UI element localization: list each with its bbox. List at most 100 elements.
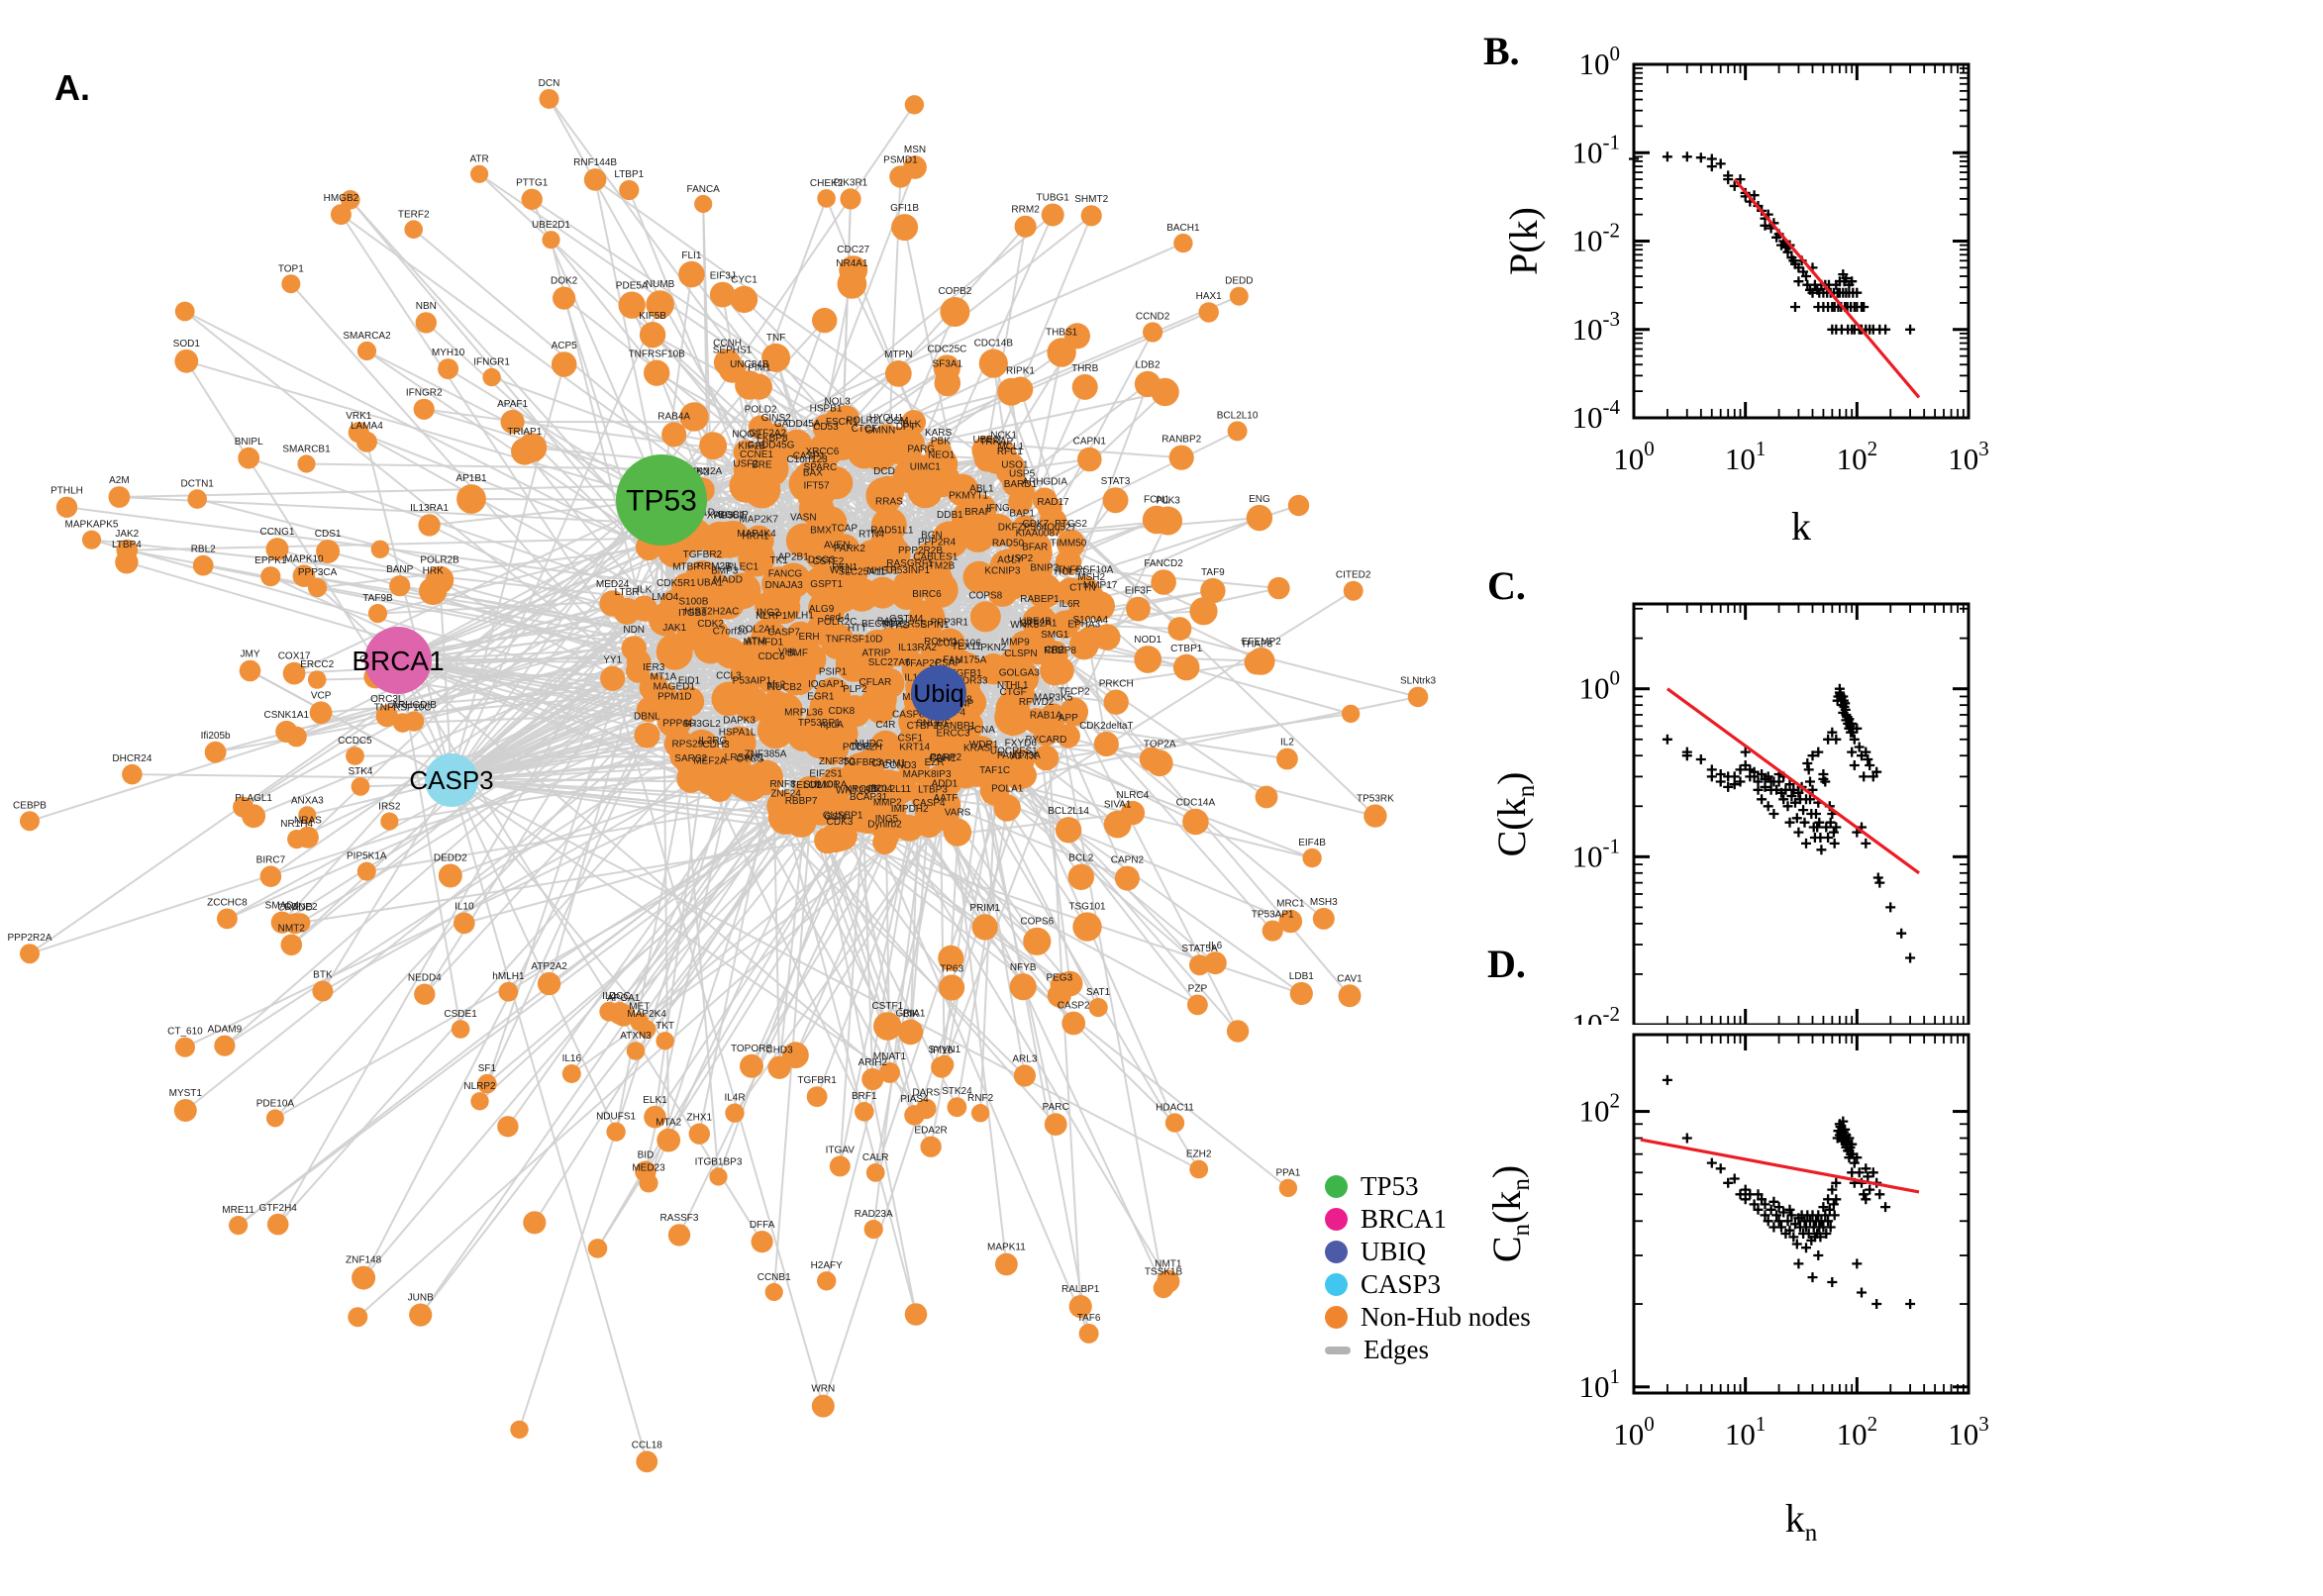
network-node[interactable] bbox=[935, 1054, 955, 1074]
network-node[interactable] bbox=[280, 934, 303, 956]
network-node[interactable] bbox=[671, 572, 702, 603]
network-node[interactable] bbox=[1040, 703, 1067, 731]
network-node[interactable] bbox=[281, 274, 301, 294]
network-node[interactable] bbox=[173, 1099, 197, 1122]
network-node[interactable] bbox=[1343, 580, 1364, 601]
network-node[interactable] bbox=[1203, 951, 1227, 975]
network-node[interactable] bbox=[1173, 233, 1193, 253]
network-node[interactable] bbox=[793, 775, 828, 811]
network-node[interactable] bbox=[1041, 203, 1064, 227]
network-node[interactable] bbox=[1068, 1295, 1092, 1319]
network-node[interactable] bbox=[413, 398, 435, 420]
network-node[interactable] bbox=[1262, 920, 1283, 942]
network-node[interactable] bbox=[817, 189, 836, 208]
network-node[interactable] bbox=[454, 912, 475, 935]
network-node[interactable] bbox=[477, 1073, 497, 1094]
network-node[interactable] bbox=[600, 665, 626, 691]
network-node[interactable] bbox=[1093, 624, 1121, 650]
network-node[interactable] bbox=[962, 560, 995, 594]
network-node[interactable] bbox=[380, 812, 399, 831]
network-node[interactable] bbox=[656, 1032, 674, 1050]
network-node[interactable] bbox=[1037, 495, 1062, 521]
network-node[interactable] bbox=[1102, 487, 1129, 514]
network-node[interactable] bbox=[1114, 865, 1140, 891]
network-node[interactable] bbox=[866, 576, 899, 609]
network-node[interactable] bbox=[1051, 610, 1079, 639]
network-node[interactable] bbox=[635, 1160, 656, 1183]
network-node[interactable] bbox=[933, 354, 960, 382]
network-node[interactable] bbox=[922, 571, 959, 608]
network-node[interactable] bbox=[174, 301, 195, 322]
network-node[interactable] bbox=[1012, 515, 1038, 540]
network-node[interactable] bbox=[1057, 529, 1085, 558]
network-node[interactable] bbox=[1088, 998, 1108, 1018]
network-node[interactable] bbox=[1027, 573, 1062, 609]
network-node[interactable] bbox=[989, 549, 1027, 587]
network-node[interactable] bbox=[1172, 653, 1200, 681]
network-node[interactable] bbox=[498, 981, 519, 1002]
network-node[interactable] bbox=[606, 1122, 626, 1142]
network-node[interactable] bbox=[553, 286, 576, 310]
network-node[interactable] bbox=[725, 1103, 745, 1123]
network-node[interactable] bbox=[839, 255, 868, 285]
network-node[interactable] bbox=[233, 796, 254, 818]
network-node[interactable] bbox=[229, 1216, 249, 1236]
network-node[interactable] bbox=[1078, 1323, 1099, 1344]
network-node[interactable] bbox=[1071, 373, 1098, 400]
network-node[interactable] bbox=[706, 775, 733, 802]
network-node[interactable] bbox=[187, 489, 207, 509]
network-node[interactable] bbox=[260, 566, 281, 587]
network-node[interactable] bbox=[812, 307, 838, 334]
network-node[interactable] bbox=[587, 1239, 608, 1258]
network-node[interactable] bbox=[618, 291, 646, 319]
network-node[interactable] bbox=[782, 429, 813, 459]
network-node[interactable] bbox=[813, 506, 848, 541]
network-node[interactable] bbox=[239, 659, 261, 682]
network-node[interactable] bbox=[1200, 577, 1226, 604]
network-node[interactable] bbox=[782, 1042, 809, 1069]
network-node[interactable] bbox=[1276, 748, 1298, 770]
network-node[interactable] bbox=[1033, 745, 1060, 771]
network-node[interactable] bbox=[993, 794, 1021, 822]
network-node[interactable] bbox=[613, 597, 641, 625]
network-node[interactable] bbox=[960, 750, 995, 786]
network-node[interactable] bbox=[1151, 377, 1179, 407]
network-node[interactable] bbox=[355, 431, 377, 452]
network-node[interactable] bbox=[656, 1128, 681, 1152]
network-node[interactable] bbox=[722, 726, 757, 760]
network-node[interactable] bbox=[539, 88, 559, 109]
network-node[interactable] bbox=[861, 1067, 884, 1091]
network-node[interactable] bbox=[757, 712, 794, 749]
network-node[interactable] bbox=[661, 422, 687, 448]
network-node[interactable] bbox=[1103, 810, 1132, 839]
network-node[interactable] bbox=[711, 681, 747, 717]
network-node[interactable] bbox=[174, 349, 199, 373]
network-node[interactable] bbox=[903, 155, 927, 179]
network-node[interactable] bbox=[20, 811, 40, 832]
network-node[interactable] bbox=[1164, 1113, 1185, 1133]
network-node[interactable] bbox=[456, 484, 486, 514]
network-node[interactable] bbox=[688, 1123, 710, 1145]
network-node[interactable] bbox=[1364, 804, 1387, 828]
network-node[interactable] bbox=[500, 409, 525, 435]
network-node[interactable] bbox=[804, 728, 835, 759]
network-node[interactable] bbox=[639, 322, 666, 349]
network-node[interactable] bbox=[1072, 912, 1102, 942]
network-node[interactable] bbox=[898, 1020, 923, 1045]
network-node[interactable] bbox=[1139, 747, 1164, 772]
network-node[interactable] bbox=[890, 576, 925, 610]
network-node[interactable] bbox=[814, 827, 841, 854]
network-node[interactable] bbox=[987, 576, 1018, 607]
network-node[interactable] bbox=[282, 661, 306, 685]
network-node[interactable] bbox=[1134, 646, 1162, 673]
network-node[interactable] bbox=[971, 436, 1001, 465]
network-node[interactable] bbox=[551, 351, 577, 377]
network-node[interactable] bbox=[869, 730, 902, 762]
network-node[interactable] bbox=[846, 768, 878, 800]
network-node[interactable] bbox=[785, 523, 821, 558]
network-node[interactable] bbox=[904, 1105, 925, 1126]
network-node[interactable] bbox=[938, 945, 964, 971]
network-node[interactable] bbox=[630, 1012, 650, 1032]
network-node[interactable] bbox=[1255, 785, 1278, 809]
network-node[interactable] bbox=[409, 1303, 433, 1327]
